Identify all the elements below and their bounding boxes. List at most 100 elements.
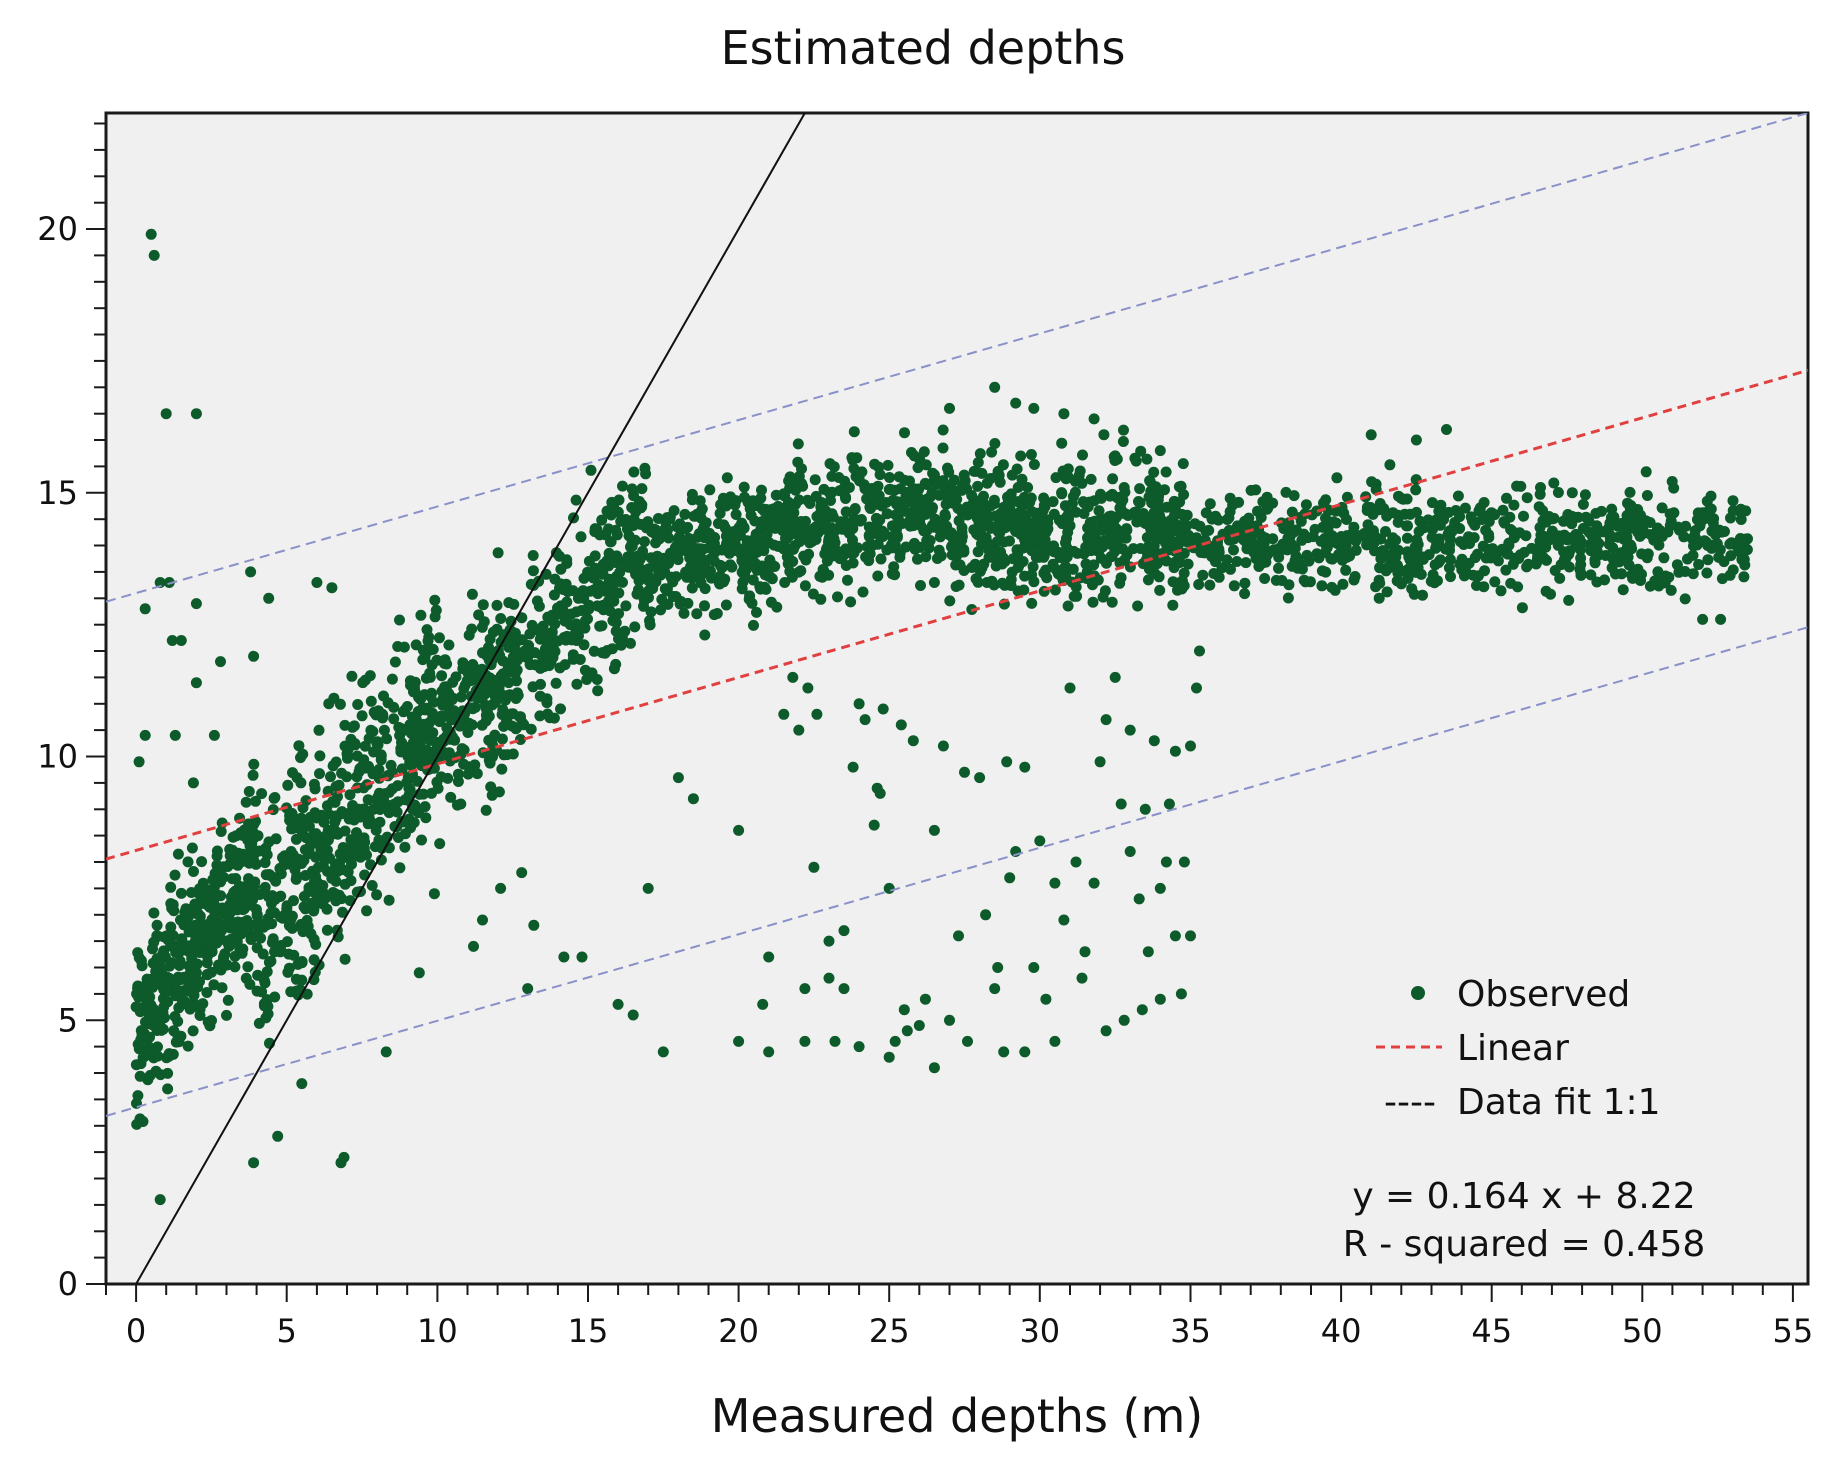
data-point <box>625 541 636 553</box>
data-point <box>1480 552 1492 564</box>
data-point <box>169 1011 181 1022</box>
data-point <box>263 956 275 968</box>
fit-lines <box>106 113 1808 1284</box>
data-point <box>989 438 1001 449</box>
data-point <box>1630 565 1641 577</box>
data-point <box>1738 571 1750 583</box>
data-point <box>998 511 1010 523</box>
data-point <box>1234 531 1245 542</box>
y-tick-label: 20 <box>37 210 78 248</box>
data-point <box>242 961 254 973</box>
data-point <box>422 722 434 734</box>
data-point <box>1016 473 1028 485</box>
data-point <box>741 563 753 575</box>
legend-fit-label: Data fit 1:1 <box>1457 1082 1661 1123</box>
data-point <box>1173 481 1185 493</box>
data-point <box>1383 562 1395 574</box>
data-point <box>367 803 379 815</box>
data-point <box>1336 501 1348 513</box>
data-point <box>933 489 945 501</box>
data-point <box>1429 559 1441 571</box>
data-point <box>408 817 420 828</box>
data-point <box>1022 482 1034 493</box>
data-point <box>1104 490 1116 502</box>
data-point <box>1373 592 1385 604</box>
data-point <box>167 1048 179 1060</box>
data-point <box>243 786 255 797</box>
data-point <box>733 1035 745 1047</box>
data-point <box>928 521 940 533</box>
data-point <box>1406 583 1418 595</box>
data-point <box>1469 552 1481 564</box>
data-point <box>565 608 577 620</box>
data-point <box>872 570 884 582</box>
data-point <box>135 1025 147 1037</box>
data-point <box>1687 549 1699 561</box>
data-point <box>1411 506 1422 518</box>
data-point <box>1489 509 1501 521</box>
data-point <box>1118 1014 1130 1026</box>
data-point <box>1495 585 1507 597</box>
data-point <box>1545 588 1556 600</box>
data-point <box>644 619 656 631</box>
data-point <box>1534 535 1546 547</box>
data-point <box>511 654 523 666</box>
data-point <box>1137 508 1149 519</box>
data-point <box>284 916 296 928</box>
data-point <box>185 887 197 898</box>
data-point <box>804 498 816 509</box>
data-point <box>1417 589 1428 601</box>
data-point <box>814 570 826 582</box>
data-point <box>373 764 385 775</box>
data-point <box>1002 496 1014 508</box>
data-point <box>407 737 419 749</box>
data-point <box>729 499 741 511</box>
data-point <box>1327 516 1339 528</box>
data-point <box>259 881 271 893</box>
data-point <box>381 733 393 745</box>
data-point <box>855 514 867 525</box>
data-point <box>645 606 657 618</box>
data-point <box>1512 581 1524 593</box>
data-point <box>143 1008 155 1020</box>
data-point <box>861 541 873 553</box>
data-point <box>1169 930 1181 942</box>
data-point <box>989 983 1001 995</box>
data-point <box>1606 503 1618 515</box>
x-tick-label: 40 <box>1321 1312 1362 1350</box>
data-point <box>512 689 524 701</box>
data-point <box>953 579 965 591</box>
data-point <box>487 684 499 696</box>
data-point <box>1033 551 1045 563</box>
data-point <box>1489 576 1501 588</box>
data-point <box>655 569 667 581</box>
data-point <box>1586 530 1598 542</box>
data-point <box>639 536 650 548</box>
data-point <box>1640 466 1652 478</box>
data-point <box>1413 526 1425 537</box>
data-point <box>883 1051 895 1063</box>
data-point <box>1268 544 1280 556</box>
data-point <box>1134 483 1146 495</box>
data-point <box>1508 499 1520 511</box>
data-point <box>173 985 185 997</box>
data-point <box>1566 487 1578 499</box>
data-point <box>330 875 342 887</box>
data-point <box>1288 490 1300 502</box>
data-point <box>1259 573 1271 584</box>
data-point <box>743 593 755 605</box>
data-point <box>201 969 213 980</box>
data-point <box>1380 526 1391 537</box>
data-point <box>1091 545 1103 557</box>
data-point <box>309 807 321 819</box>
data-point <box>1085 473 1097 485</box>
data-point <box>1094 756 1106 768</box>
data-point <box>614 566 626 578</box>
data-point <box>522 983 534 995</box>
data-point <box>363 733 375 744</box>
data-point <box>534 690 546 702</box>
data-point <box>162 996 174 1008</box>
data-point <box>612 576 623 587</box>
data-point <box>838 983 850 995</box>
data-point <box>924 491 936 503</box>
